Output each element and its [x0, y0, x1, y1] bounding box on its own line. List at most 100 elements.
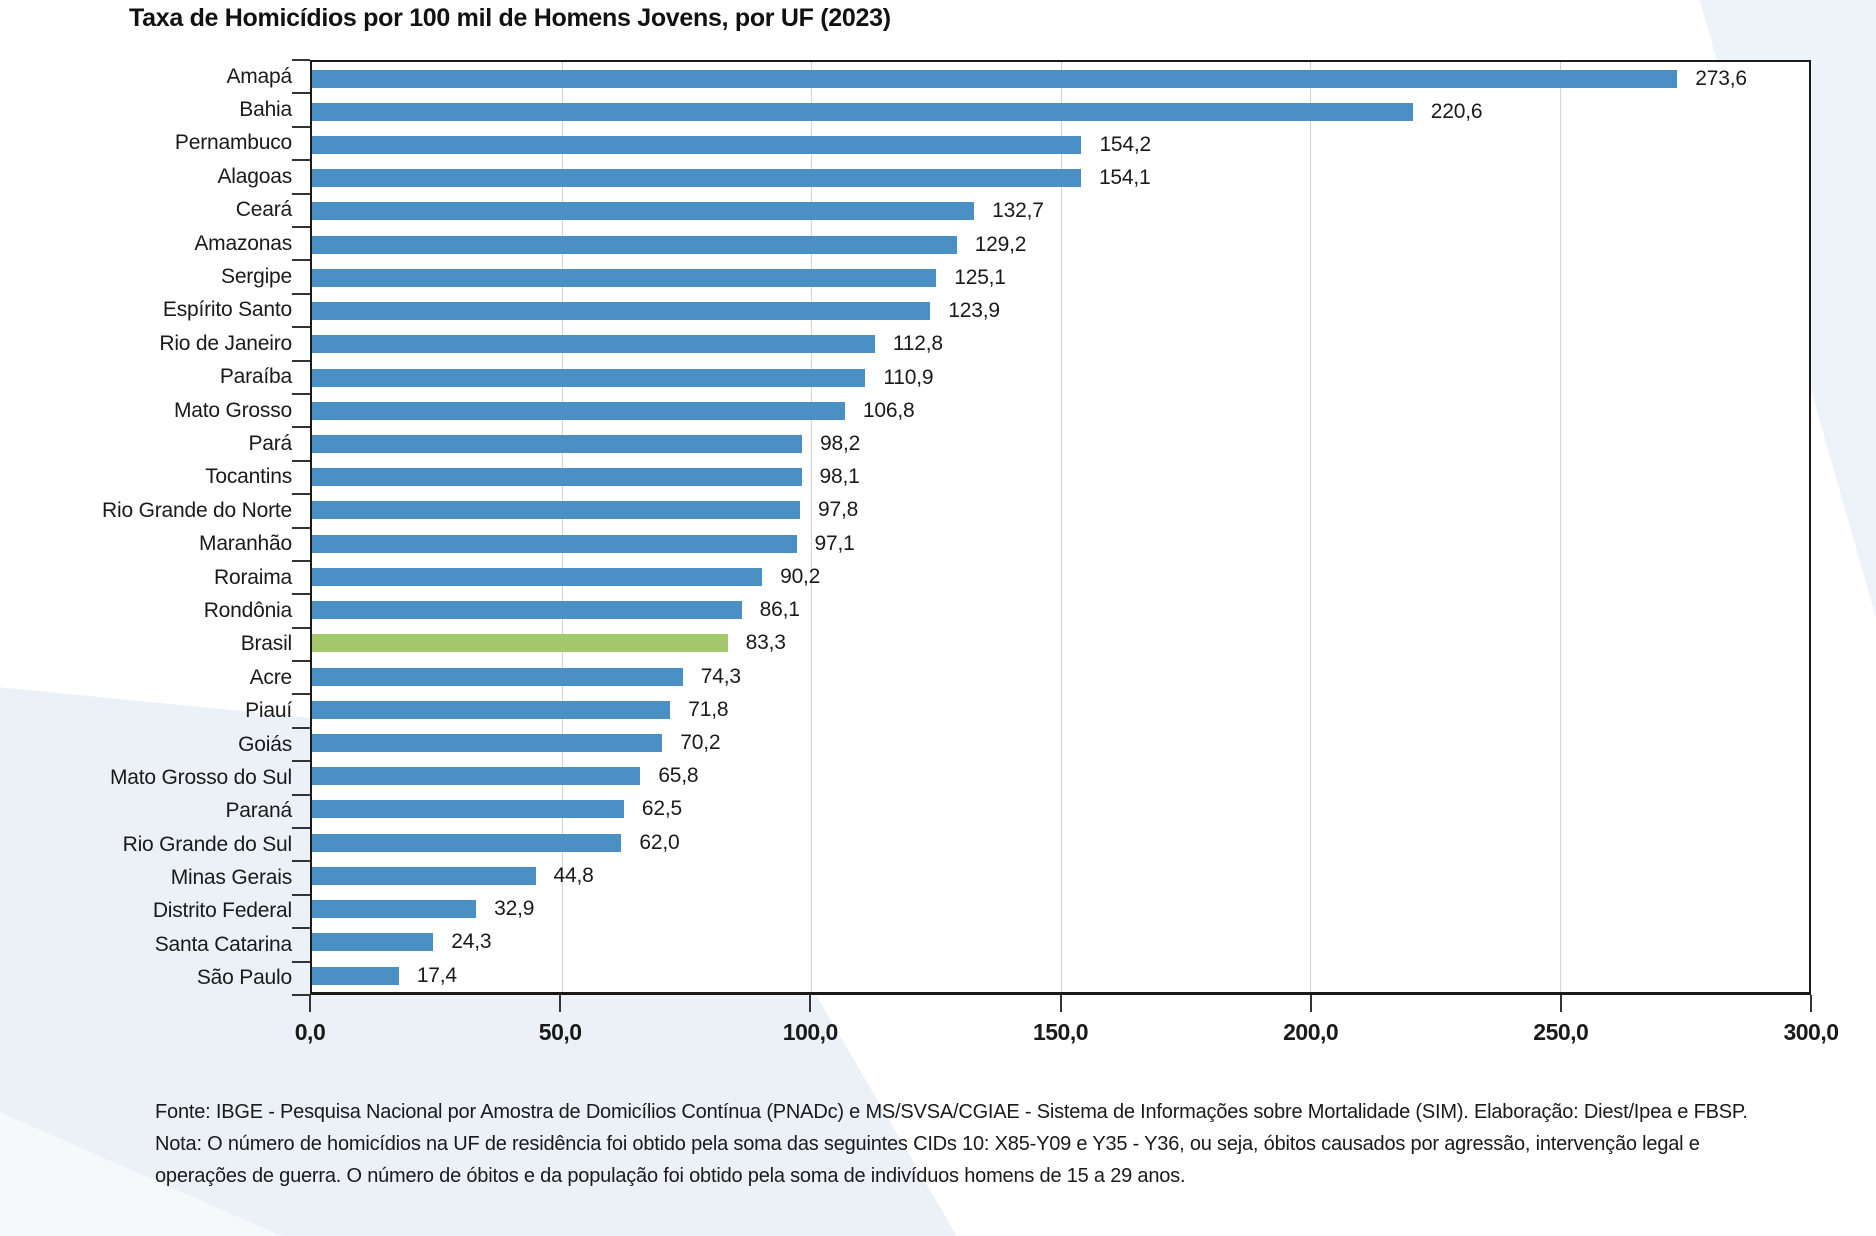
chart-title: Taxa de Homicídios por 100 mil de Homens…	[129, 4, 891, 32]
category-label: Brasil	[240, 632, 293, 656]
footer-note-line-1: Nota: O número de homicídios na UF de re…	[155, 1133, 1700, 1155]
y-tick-mark	[292, 459, 310, 462]
bar-value-label: 106,8	[862, 398, 915, 422]
category-label: Ceará	[235, 198, 292, 222]
footer-note-line-2: operações de guerra. O número de óbitos …	[155, 1165, 1186, 1187]
y-tick-mark	[292, 59, 310, 61]
bar-value-label: 154,1	[1098, 166, 1151, 190]
y-tick-mark	[292, 726, 310, 729]
category-label: Amapá	[226, 64, 292, 88]
bar-value-label: 62,0	[639, 830, 680, 854]
bar-row: 98,2	[312, 427, 1809, 460]
bar-row: 220,6	[312, 95, 1809, 128]
category-label: Goiás	[238, 732, 292, 756]
category-label: Roraima	[214, 565, 292, 589]
bar	[312, 601, 742, 620]
bar-value-label: 98,1	[819, 465, 860, 489]
bar	[312, 202, 975, 221]
bar-row: 24,3	[312, 926, 1809, 959]
bar-value-label: 32,9	[494, 897, 535, 921]
category-label: Santa Catarina	[154, 932, 292, 956]
y-tick-mark	[292, 760, 310, 763]
bar-value-label: 17,4	[416, 963, 457, 987]
bar-row: 106,8	[312, 394, 1809, 427]
bar-row: 273,6	[312, 62, 1809, 95]
x-tick-mark	[1309, 995, 1312, 1012]
bar-value-label: 71,8	[688, 697, 729, 721]
bar-row: 17,4	[312, 959, 1809, 992]
bar-row: 129,2	[312, 228, 1809, 261]
bar	[312, 102, 1413, 121]
x-tick-mark	[1559, 995, 1562, 1012]
y-tick-mark	[292, 994, 310, 996]
y-tick-mark	[292, 292, 310, 295]
bar-value-label: 123,9	[948, 299, 1000, 323]
bar	[312, 501, 801, 520]
x-tick-label: 50,0	[538, 1019, 582, 1045]
bar-row: 97,8	[312, 494, 1809, 527]
bar-value-label: 154,2	[1099, 133, 1152, 157]
x-tick-label: 300,0	[1783, 1019, 1839, 1045]
category-label: Pernambuco	[174, 131, 292, 155]
bar	[312, 833, 622, 852]
y-tick-mark	[292, 92, 310, 95]
bar-rows: 273,6 220,6 154,2 154,1 132,7 129,2 125,1 123,9…	[312, 62, 1809, 992]
y-tick-mark	[292, 927, 310, 930]
category-label: Amazonas	[194, 231, 292, 255]
bar-row: 123,9	[312, 295, 1809, 328]
bar-value-label: 220,6	[1430, 99, 1483, 123]
bar	[312, 401, 845, 420]
category-label: Mato Grosso do Sul	[110, 765, 292, 789]
category-label: Espírito Santo	[162, 298, 292, 322]
category-label: Maranhão	[199, 532, 292, 556]
x-tick-mark	[809, 995, 812, 1012]
bar-value-label: 132,7	[992, 199, 1044, 223]
bar	[312, 69, 1678, 88]
x-tick-label: 150,0	[1032, 1019, 1089, 1045]
category-label: Distrito Federal	[152, 899, 292, 923]
x-tick-mark	[559, 995, 562, 1012]
bar	[312, 136, 1082, 155]
category-label: Minas Gerais	[170, 866, 293, 890]
bar-row: 83,3	[312, 627, 1809, 660]
x-tick-label: 100,0	[782, 1019, 839, 1045]
gridline	[1060, 62, 1062, 992]
bar-row: 97,1	[312, 527, 1809, 560]
category-label: Rio de Janeiro	[159, 331, 292, 355]
bar-value-label: 129,2	[974, 232, 1027, 256]
gridline	[811, 62, 812, 992]
bar	[312, 534, 797, 553]
y-tick-mark	[292, 259, 310, 262]
x-tick-mark	[1059, 995, 1062, 1012]
y-tick-mark	[292, 793, 310, 796]
category-label: Rondônia	[203, 598, 293, 622]
bar-value-label: 83,3	[745, 631, 786, 655]
y-tick-mark	[292, 493, 310, 496]
bar	[312, 900, 477, 919]
bar	[312, 567, 763, 586]
bar	[312, 733, 663, 752]
bar-value-label: 112,8	[892, 332, 943, 356]
bar-row: 154,1	[312, 162, 1809, 195]
bar-row: 112,8	[312, 328, 1809, 361]
bar-row: 86,1	[312, 594, 1809, 627]
x-tick-mark	[309, 995, 311, 1012]
bar	[312, 700, 671, 719]
bar-highlight	[312, 634, 728, 653]
category-label: Acre	[249, 665, 293, 689]
bar-row: 70,2	[312, 726, 1809, 759]
bar-row: 90,2	[312, 560, 1809, 593]
bar-value-label: 70,2	[680, 730, 721, 754]
bar-value-label: 90,2	[780, 564, 821, 588]
bar-row: 74,3	[312, 660, 1809, 693]
category-label: Alagoas	[217, 164, 293, 188]
y-tick-mark	[292, 159, 310, 162]
bar-value-label: 44,8	[553, 863, 594, 887]
y-tick-mark	[292, 192, 310, 195]
bar-row: 110,9	[312, 361, 1809, 394]
bar-row: 98,1	[312, 461, 1809, 494]
y-tick-mark	[292, 960, 310, 963]
x-tick-label: 200,0	[1283, 1019, 1339, 1045]
bar	[312, 866, 536, 885]
